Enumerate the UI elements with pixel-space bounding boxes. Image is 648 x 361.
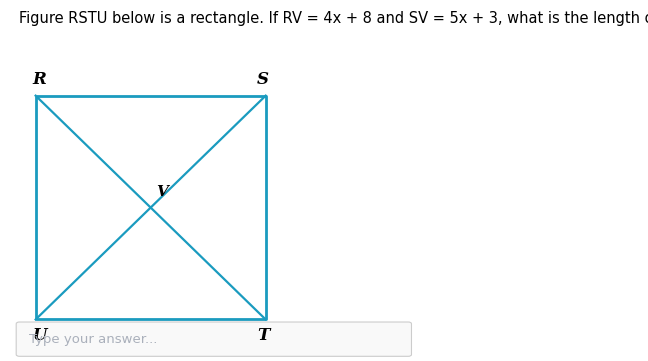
FancyBboxPatch shape [16, 322, 411, 356]
Text: S: S [257, 71, 269, 88]
Text: Type your answer...: Type your answer... [29, 332, 157, 346]
Text: U: U [32, 327, 47, 344]
Text: T: T [257, 327, 269, 344]
Text: R: R [32, 71, 46, 88]
Text: Figure RSTU below is a rectangle. If RV = 4x + 8 and SV = 5x + 3, what is the le: Figure RSTU below is a rectangle. If RV … [19, 11, 648, 26]
Text: V: V [156, 184, 168, 199]
